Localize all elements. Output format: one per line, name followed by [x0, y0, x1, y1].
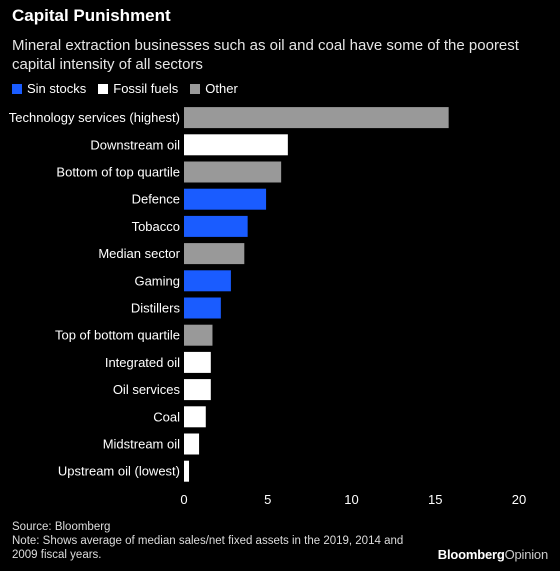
- legend-swatch-other: [190, 83, 201, 94]
- category-label-bottom-of-top-quartile: Bottom of top quartile: [56, 165, 180, 180]
- legend-item-sin-stocks: Sin stocks: [12, 81, 86, 96]
- brand-opinion: Opinion: [504, 547, 549, 562]
- bloomberg-opinion-logo: BloombergOpinion: [438, 547, 548, 562]
- category-label-median-sector: Median sector: [98, 246, 180, 261]
- bar-downstream-oil: [184, 134, 288, 156]
- category-label-downstream-oil: Downstream oil: [90, 137, 180, 152]
- legend-label-sin-stocks: Sin stocks: [27, 81, 87, 96]
- bar-oil-services: [184, 379, 211, 401]
- x-tick-label-15: 15: [428, 492, 442, 507]
- bar-bottom-of-top-quartile: [184, 161, 282, 183]
- x-tick-label-20: 20: [512, 492, 526, 507]
- x-tick-label-10: 10: [344, 492, 358, 507]
- source-note: Source: Bloomberg: [12, 521, 111, 533]
- legend-label-fossil-fuels: Fossil fuels: [113, 81, 179, 96]
- legend-label-other: Other: [205, 81, 238, 96]
- category-label-defence: Defence: [132, 192, 180, 207]
- bar-technology-services-highest: [184, 107, 449, 129]
- legend: Sin stocks Fossil fuels Other: [12, 81, 238, 96]
- bar-upstream-oil-lowest: [184, 460, 190, 482]
- category-label-tobacco: Tobacco: [132, 219, 180, 234]
- bar-gaming: [184, 270, 231, 292]
- x-tick-label-5: 5: [264, 492, 271, 507]
- category-label-integrated-oil: Integrated oil: [105, 355, 180, 370]
- methodology-note: Note: Shows average of median sales/net …: [12, 535, 404, 561]
- bar-distillers: [184, 297, 221, 319]
- bar-coal: [184, 406, 206, 428]
- bar-tobacco: [184, 215, 248, 237]
- legend-swatch-fossil-fuels: [98, 83, 109, 94]
- legend-item-fossil-fuels: Fossil fuels: [98, 81, 178, 96]
- category-label-top-of-bottom-quartile: Top of bottom quartile: [55, 328, 180, 343]
- category-label-midstream-oil: Midstream oil: [103, 437, 180, 452]
- bar-midstream-oil: [184, 433, 200, 455]
- category-label-gaming: Gaming: [134, 273, 180, 288]
- bar-top-of-bottom-quartile: [184, 324, 213, 346]
- category-label-oil-services: Oil services: [113, 382, 181, 397]
- chart-title: Capital Punishment: [12, 6, 171, 25]
- category-label-distillers: Distillers: [131, 301, 181, 316]
- category-label-coal: Coal: [153, 409, 180, 424]
- bar-median-sector: [184, 243, 245, 265]
- legend-swatch-sin-stocks: [12, 83, 22, 94]
- x-tick-label-0: 0: [180, 492, 187, 507]
- chart-subtitle: Mineral extraction businesses such as oi…: [12, 37, 519, 73]
- brand-main: Bloomberg: [437, 547, 505, 562]
- category-label-technology-services-highest: Technology services (highest): [9, 110, 180, 125]
- bar-defence: [184, 188, 267, 210]
- footer: Source: Bloomberg Note: Shows average of…: [12, 520, 412, 562]
- category-label-upstream-oil-lowest: Upstream oil (lowest): [58, 464, 180, 479]
- legend-item-other: Other: [190, 81, 238, 96]
- bar-chart: Technology services (highest) Downstream …: [9, 107, 526, 507]
- bar-integrated-oil: [184, 351, 211, 373]
